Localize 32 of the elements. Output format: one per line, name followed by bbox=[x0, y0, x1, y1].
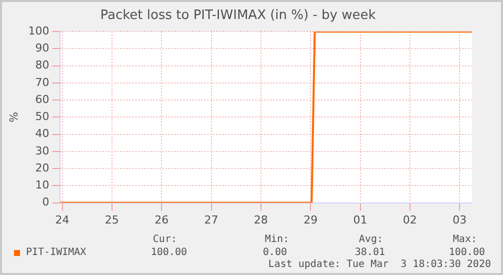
x-tick-label: 28 bbox=[254, 213, 268, 226]
legend-label: PIT-IWIMAX bbox=[26, 247, 86, 258]
y-tick-label: 40 bbox=[35, 127, 50, 140]
text: 100.00 bbox=[150, 247, 187, 258]
y-tick-label: 30 bbox=[35, 144, 50, 158]
y-tick-label: 0 bbox=[42, 196, 50, 209]
text: 38.01 bbox=[354, 247, 385, 258]
y-tick-label: 20 bbox=[35, 161, 50, 174]
y-tick-label: 10 bbox=[35, 178, 50, 192]
x-tick-label: 03 bbox=[452, 213, 467, 226]
y-tick-label: 100 bbox=[28, 24, 50, 38]
text: Min: bbox=[264, 234, 289, 245]
text: Avg: bbox=[358, 234, 383, 245]
y-tick-label: 90 bbox=[35, 42, 50, 55]
text: Max: bbox=[452, 234, 477, 245]
text: 0.00 bbox=[262, 247, 287, 258]
text: Cur: bbox=[152, 234, 177, 245]
y-tick-label: 70 bbox=[35, 76, 50, 89]
y-tick-label: 80 bbox=[35, 58, 50, 72]
y-tick-label: 60 bbox=[35, 92, 50, 106]
y-tick-label: 50 bbox=[35, 110, 50, 124]
y-axis-title: % bbox=[7, 112, 20, 122]
text: 100.00 bbox=[448, 247, 485, 258]
x-tick-label: 01 bbox=[353, 213, 368, 226]
chart-title: Packet loss to PIT-IWIMAX (in %) - by week bbox=[100, 8, 376, 24]
x-tick-label: 26 bbox=[154, 213, 169, 226]
x-tick-label: 24 bbox=[55, 213, 70, 226]
x-tick-label: 25 bbox=[104, 213, 119, 226]
x-tick-label: 02 bbox=[402, 213, 417, 226]
x-tick-label: 27 bbox=[204, 213, 218, 226]
x-tick-label: 29 bbox=[304, 213, 318, 226]
text: Last update: Tue Mar 3 18:03:30 2020 bbox=[268, 259, 491, 270]
